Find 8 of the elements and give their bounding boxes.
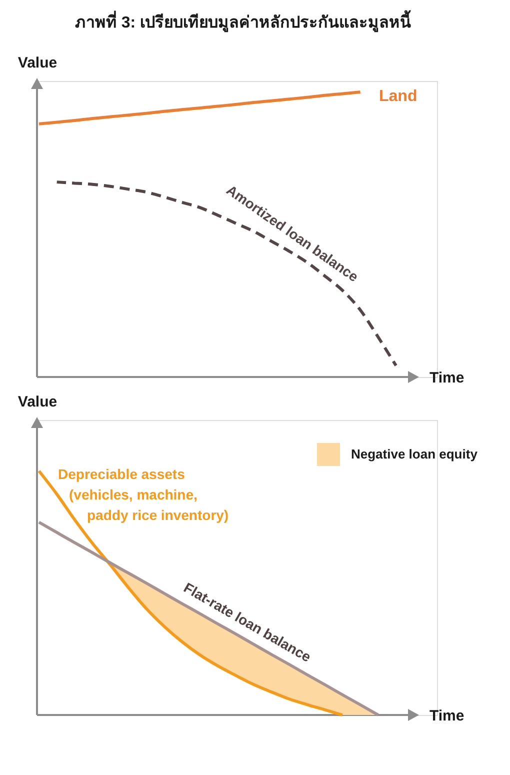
series-label: Depreciable assets (vehicles, machine, paddy rice inventory) xyxy=(58,466,229,523)
legend-label: Negative loan equity xyxy=(351,446,478,462)
x-axis-title: Time xyxy=(430,370,464,386)
y-axis-title: Value xyxy=(18,54,58,72)
y-axis-title: Value xyxy=(18,394,58,410)
chart-title: ภาพที่ 3: เปรียบเทียบมูลค่าหลักประกันและมูลหนี้ xyxy=(74,10,412,34)
series-label: Land xyxy=(379,88,418,105)
x-axis-title: Time xyxy=(430,708,464,724)
